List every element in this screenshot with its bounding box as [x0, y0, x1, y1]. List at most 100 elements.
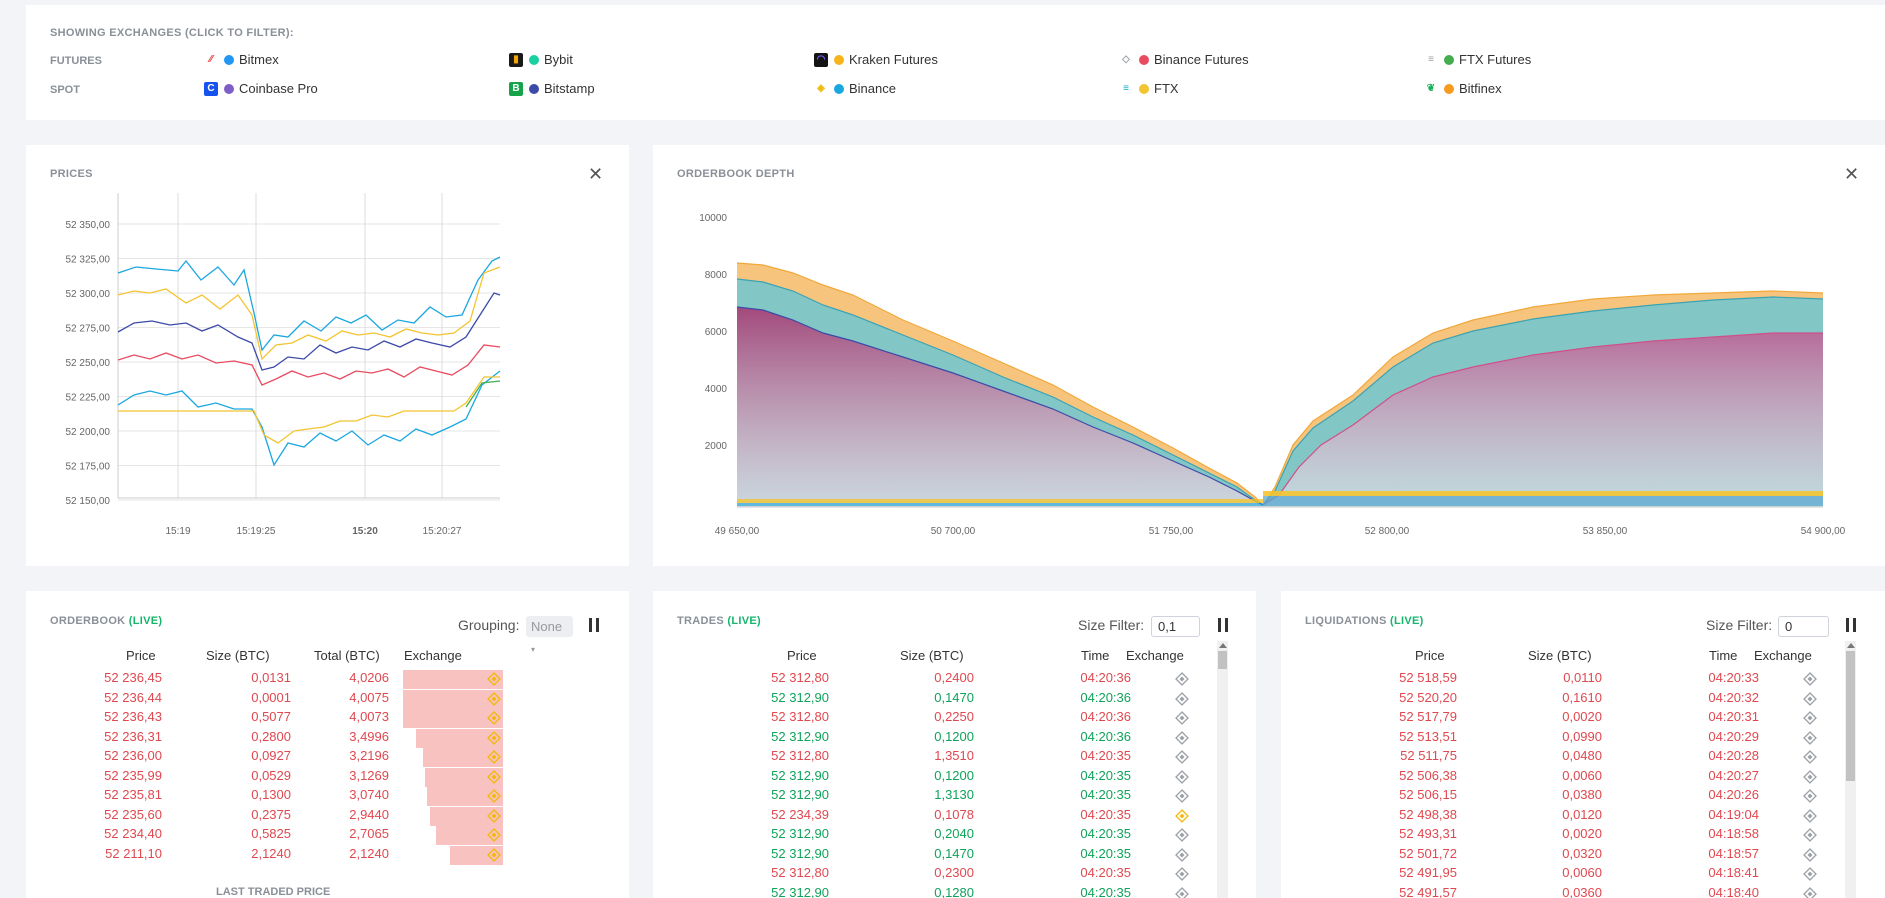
binance-futures-logo-icon [1803, 769, 1817, 784]
trade-row[interactable]: 52 312,90 0,1470 04:20:35 [653, 846, 1256, 865]
trade-row[interactable]: 52 312,80 1,3510 04:20:35 [653, 748, 1256, 767]
bitmex-logo-icon: ⁄⁄ [204, 52, 218, 67]
orderbook-row[interactable]: 52 235,99 0,0529 3,1269 [26, 767, 629, 787]
trade-time: 04:20:35 [1080, 826, 1131, 841]
liquidation-row[interactable]: 52 517,79 0,0020 04:20:31 [1281, 709, 1885, 728]
prices-series-line-6 [465, 380, 501, 408]
prices-close-icon[interactable]: ✕ [588, 164, 604, 184]
trade-row[interactable]: 52 312,80 0,2300 04:20:35 [653, 865, 1256, 884]
scroll-up-arrow-icon[interactable] [1847, 643, 1855, 648]
prices-x-tick: 15:20:27 [423, 526, 462, 537]
exchange-filter-bitfinex[interactable]: ❦ Bitfinex [1424, 81, 1502, 96]
binance-futures-logo-icon [1175, 691, 1189, 706]
trade-row[interactable]: 52 312,90 0,1200 04:20:35 [653, 768, 1256, 787]
binance-futures-logo-icon [1175, 847, 1189, 862]
orderbook-total: 3,4996 [349, 728, 389, 744]
liquidations-header-time: Time [1709, 648, 1738, 663]
exchange-color-dot [529, 83, 539, 94]
trade-row[interactable]: 52 312,90 0,1280 04:20:35 [653, 885, 1256, 898]
exchange-filter-bitmex[interactable]: ⁄⁄ Bitmex [204, 52, 279, 67]
orderbook-depth-bar [427, 787, 503, 806]
orderbook-title: ORDERBOOK (LIVE) [50, 615, 162, 627]
orderbook-row[interactable]: 52 236,43 0,5077 4,0073 [26, 709, 629, 728]
orderbook-row[interactable]: 52 235,81 0,1300 3,0740 [26, 787, 629, 806]
exchange-filter-kraken-futures[interactable]: ◠ Kraken Futures [814, 52, 938, 67]
trades-scrollbar[interactable] [1217, 641, 1228, 898]
prices-y-tick: 52 300,00 [66, 289, 111, 300]
exchange-filter-coinbase-pro[interactable]: C Coinbase Pro [204, 81, 318, 96]
exchange-filter-ftx[interactable]: ≡ FTX [1119, 81, 1179, 96]
exchange-filter-bybit[interactable]: ▮ Bybit [509, 52, 573, 67]
liquidation-row[interactable]: 52 520,20 0,1610 04:20:32 [1281, 690, 1885, 709]
depth-x-tick: 51 750,00 [1149, 526, 1194, 537]
grouping-label: Grouping: [458, 617, 520, 633]
binance-futures-logo-icon [1175, 730, 1189, 745]
liquidation-row[interactable]: 52 491,95 0,0060 04:18:41 [1281, 865, 1885, 884]
trade-row[interactable]: 52 312,90 0,1200 04:20:36 [653, 729, 1256, 748]
depth-x-tick: 53 850,00 [1583, 526, 1628, 537]
prices-series-line-1 [117, 266, 501, 361]
orderbook-row[interactable]: 52 211,10 2,1240 2,1240 [26, 845, 629, 865]
liquidations-scrollbar[interactable] [1845, 641, 1856, 898]
orderbook-row[interactable]: 52 236,45 0,0131 4,0206 [26, 670, 629, 689]
trade-row[interactable]: 52 312,90 1,3130 04:20:35 [653, 787, 1256, 806]
exchange-color-dot [1139, 83, 1149, 94]
orderbook-row[interactable]: 52 235,60 0,2375 2,9440 [26, 806, 629, 826]
liquidation-row[interactable]: 52 506,15 0,0380 04:20:26 [1281, 787, 1885, 806]
trade-row[interactable]: 52 312,90 0,1470 04:20:36 [653, 690, 1256, 709]
liquidations-size-filter-input[interactable]: 0 [1778, 616, 1829, 637]
trades-size-filter-input[interactable]: 0,1 [1151, 616, 1200, 637]
trades-pause-button[interactable] [1217, 618, 1229, 632]
trade-row[interactable]: 52 312,80 0,2400 04:20:36 [653, 670, 1256, 689]
exchange-filter-ftx-futures[interactable]: ≡ FTX Futures [1424, 52, 1531, 67]
binance-futures-logo-icon [1803, 867, 1817, 881]
trade-row[interactable]: 52 312,80 0,2250 04:20:36 [653, 709, 1256, 728]
liquidation-time: 04:20:28 [1708, 748, 1759, 763]
trade-size: 0,2250 [934, 709, 974, 724]
liquidation-row[interactable]: 52 511,75 0,0480 04:20:28 [1281, 748, 1885, 767]
liquidation-row[interactable]: 52 513,51 0,0990 04:20:29 [1281, 729, 1885, 748]
depth-bid-teal-line [736, 278, 1264, 506]
binance-futures-logo-icon [1803, 672, 1817, 686]
liquidation-row[interactable]: 52 501,72 0,0320 04:18:57 [1281, 846, 1885, 865]
binance-futures-logo-icon [1175, 711, 1189, 725]
liquidations-panel: LIQUIDATIONS (LIVE) Size Filter: 0 Price… [1281, 591, 1885, 898]
exchange-filter-binance-futures[interactable]: ◇ Binance Futures [1119, 52, 1249, 67]
depth-bid-magenta-line [736, 306, 1264, 506]
liquidation-row[interactable]: 52 491,57 0,0360 04:18:40 [1281, 885, 1885, 898]
liquidation-row[interactable]: 52 518,59 0,0110 04:20:33 [1281, 670, 1885, 689]
depth-chart: 10000 8000 6000 4000 2000 49 650,00 50 700,00 5… [699, 213, 1845, 537]
binance-logo-icon: ◈ [814, 81, 828, 96]
orderbook-price: 52 236,43 [104, 709, 162, 724]
depth-close-icon[interactable]: ✕ [1844, 164, 1860, 184]
trade-row[interactable]: 52 312,90 0,2040 04:20:35 [653, 826, 1256, 845]
trade-size: 1,3510 [934, 748, 974, 763]
orderbook-row[interactable]: 52 236,00 0,0927 3,2196 [26, 748, 629, 767]
liquidation-price: 52 506,38 [1399, 767, 1457, 783]
orderbook-depth-bar [403, 670, 503, 689]
exchange-filter-bitstamp[interactable]: B Bitstamp [509, 81, 595, 96]
orderbook-header-exchange: Exchange [404, 648, 462, 663]
exchange-filter-binance[interactable]: ◈ Binance [814, 81, 896, 96]
orderbook-pause-button[interactable] [588, 618, 600, 632]
prices-series-line-5 [118, 376, 500, 444]
orderbook-row[interactable]: 52 234,40 0,5825 2,7065 [26, 826, 629, 845]
trade-size: 0,1470 [934, 689, 974, 705]
binance-logo-icon [1175, 808, 1189, 823]
liquidations-pause-button[interactable] [1845, 618, 1857, 632]
liquidation-row[interactable]: 52 498,38 0,0120 04:19:04 [1281, 807, 1885, 826]
grouping-select[interactable]: None ▾ [526, 616, 573, 654]
trade-size: 1,3130 [934, 787, 974, 802]
orderbook-price: 52 235,99 [104, 767, 162, 783]
orderbook-row[interactable]: 52 236,31 0,2800 3,4996 [26, 728, 629, 748]
liquidations-scroll-thumb[interactable] [1846, 651, 1855, 781]
liquidation-row[interactable]: 52 493,31 0,0020 04:18:58 [1281, 826, 1885, 845]
liquidation-row[interactable]: 52 506,38 0,0060 04:20:27 [1281, 768, 1885, 787]
liquidation-size: 0,0020 [1562, 709, 1602, 724]
trade-price: 52 312,80 [771, 865, 829, 880]
orderbook-row[interactable]: 52 236,44 0,0001 4,0075 [26, 689, 629, 709]
depth-ask-magenta-line [1262, 332, 1823, 506]
trade-row[interactable]: 52 234,39 0,1078 04:20:35 [653, 807, 1256, 826]
scroll-up-arrow-icon[interactable] [1219, 643, 1227, 648]
trades-scroll-thumb[interactable] [1218, 651, 1227, 669]
